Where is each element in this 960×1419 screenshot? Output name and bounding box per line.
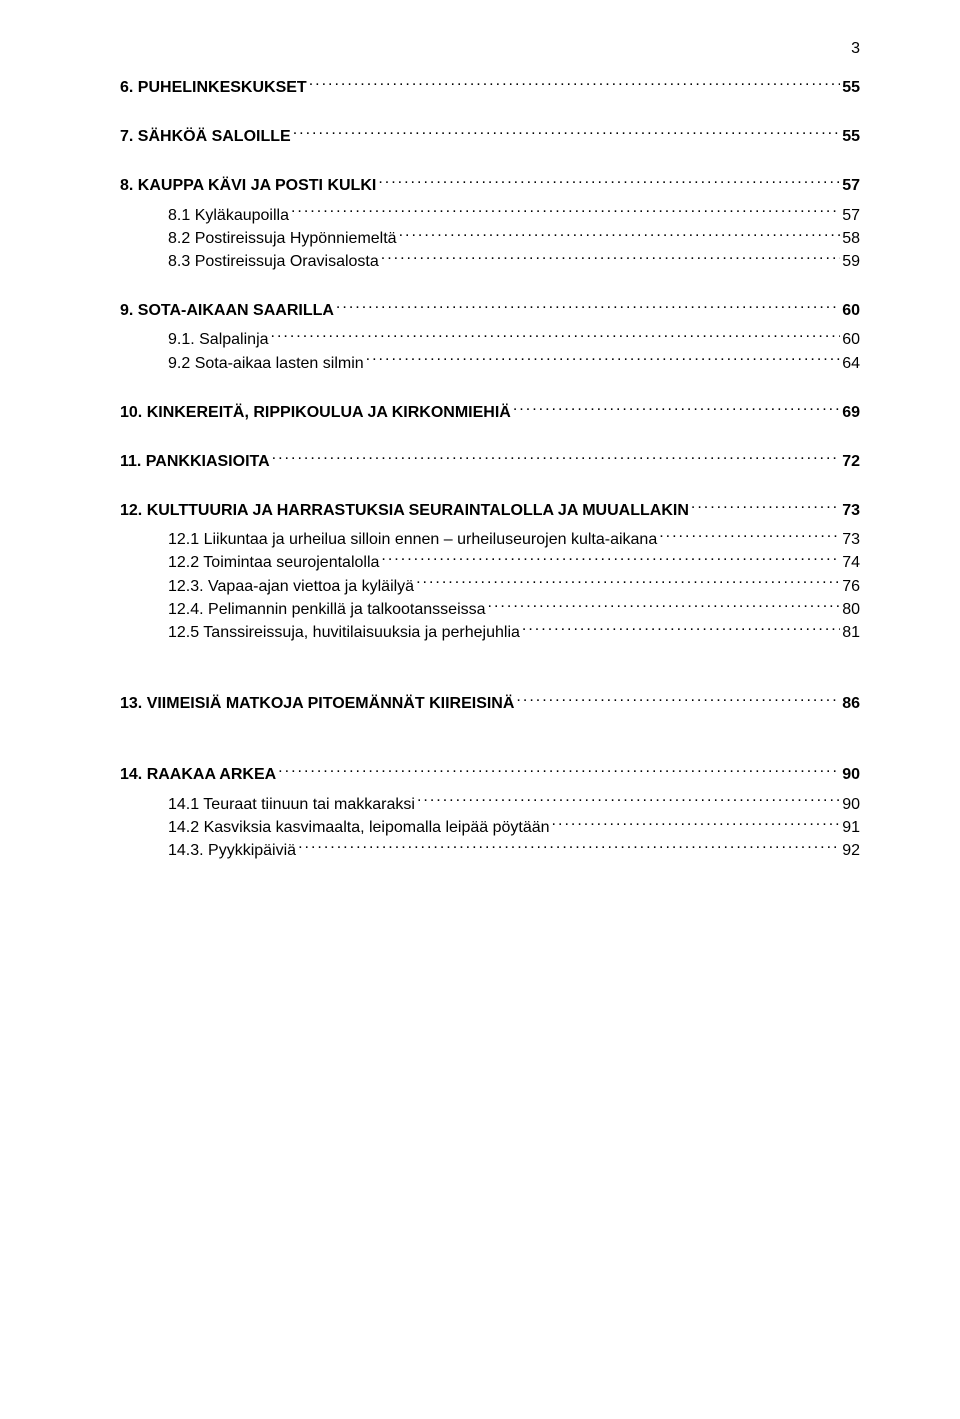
toc-label: 14.1 Teuraat tiinuun tai makkaraksi [168,793,415,816]
toc-leader [272,450,841,466]
toc-leader [516,692,840,708]
toc-label: 7. SÄHKÖÄ SALOILLE [120,125,291,148]
toc-label: 8. KAUPPA KÄVI JA POSTI KULKI [120,174,376,197]
toc-leader [298,839,840,855]
toc-leader [522,621,840,637]
toc-page: 59 [842,250,860,273]
toc-leader [271,328,841,344]
toc-page: 73 [842,499,860,522]
toc-row: 12.2 Toimintaa seurojentalolla 74 [120,551,860,574]
toc-leader [417,793,840,809]
toc-leader [488,598,841,614]
toc-label: 8.1 Kyläkaupoilla [168,204,289,227]
toc-label: 9.2 Sota-aikaa lasten silmin [168,352,364,375]
toc-page: 86 [842,692,860,715]
toc-label: 12.5 Tanssireissuja, huvitilaisuuksia ja… [168,621,520,644]
toc-row: 9. SOTA-AIKAAN SAARILLA 60 [120,299,860,322]
toc-label: 13. VIIMEISIÄ MATKOJA PITOEMÄNNÄT KIIREI… [120,692,514,715]
toc-page: 60 [842,328,860,351]
toc-gap [120,473,860,499]
toc-row: 13. VIIMEISIÄ MATKOJA PITOEMÄNNÄT KIIREI… [120,692,860,715]
toc-page: 57 [842,174,860,197]
toc-label: 9. SOTA-AIKAAN SAARILLA [120,299,334,322]
toc-page: 69 [842,401,860,424]
toc-label: 10. KINKEREITÄ, RIPPIKOULUA JA KIRKONMIE… [120,401,511,424]
toc-leader [309,76,841,92]
toc-label: 9.1. Salpalinja [168,328,269,351]
toc-label: 12. KULTTUURIA JA HARRASTUKSIA SEURAINTA… [120,499,689,522]
toc-label: 12.4. Pelimannin penkillä ja talkootanss… [168,598,486,621]
toc-leader [399,227,841,243]
toc-row: 14.1 Teuraat tiinuun tai makkaraksi 90 [120,793,860,816]
page-number: 3 [851,40,860,58]
toc-label: 8.3 Postireissuja Oravisalosta [168,250,379,273]
toc-gap [120,99,860,125]
toc-leader [381,250,840,266]
toc-row: 8. KAUPPA KÄVI JA POSTI KULKI 57 [120,174,860,197]
toc-row: 12.3. Vapaa-ajan viettoa ja kyläilyä 76 [120,575,860,598]
toc-row: 9.2 Sota-aikaa lasten silmin 64 [120,352,860,375]
toc-row: 12.1 Liikuntaa ja urheilua silloin ennen… [120,528,860,551]
toc-leader [336,299,840,315]
toc-label: 14. RAAKAA ARKEA [120,763,276,786]
toc-row: 14.3. Pyykkipäiviä 92 [120,839,860,862]
toc-page: 91 [842,816,860,839]
toc-leader [513,401,840,417]
toc-leader [291,204,840,220]
toc-leader [366,352,841,368]
toc-page: 58 [842,227,860,250]
toc-gap [120,148,860,174]
toc-row: 14.2 Kasviksia kasvimaalta, leipomalla l… [120,816,860,839]
table-of-contents: 6. PUHELINKESKUKSET 55 7. SÄHKÖÄ SALOILLE 5… [120,76,860,862]
toc-row: 7. SÄHKÖÄ SALOILLE 55 [120,125,860,148]
toc-page: 90 [842,793,860,816]
toc-label: 14.3. Pyykkipäiviä [168,839,296,862]
toc-page: 92 [842,839,860,862]
toc-page: 55 [842,76,860,99]
toc-row: 12.4. Pelimannin penkillä ja talkootanss… [120,598,860,621]
toc-gap [120,644,860,692]
toc-row: 11. PANKKIASIOITA 72 [120,450,860,473]
toc-leader [378,174,840,190]
toc-leader [552,816,841,832]
toc-gap [120,715,860,763]
toc-label: 12.1 Liikuntaa ja urheilua silloin ennen… [168,528,657,551]
toc-page: 57 [842,204,860,227]
toc-page: 64 [842,352,860,375]
toc-label: 14.2 Kasviksia kasvimaalta, leipomalla l… [168,816,550,839]
toc-page: 76 [842,575,860,598]
toc-page: 73 [842,528,860,551]
toc-page: 55 [842,125,860,148]
toc-gap [120,273,860,299]
toc-label: 6. PUHELINKESKUKSET [120,76,307,99]
toc-gap [120,375,860,401]
toc-page: 72 [842,450,860,473]
toc-label: 11. PANKKIASIOITA [120,450,270,473]
toc-row: 12.5 Tanssireissuja, huvitilaisuuksia ja… [120,621,860,644]
toc-row: 12. KULTTUURIA JA HARRASTUKSIA SEURAINTA… [120,499,860,522]
toc-page: 81 [842,621,860,644]
toc-page: 74 [842,551,860,574]
toc-label: 8.2 Postireissuja Hypönniemeltä [168,227,397,250]
toc-leader [659,528,840,544]
toc-row: 8.2 Postireissuja Hypönniemeltä 58 [120,227,860,250]
toc-page: 80 [842,598,860,621]
toc-page: 60 [842,299,860,322]
toc-row: 9.1. Salpalinja 60 [120,328,860,351]
toc-row: 8.3 Postireissuja Oravisalosta 59 [120,250,860,273]
toc-leader [293,125,841,141]
toc-label: 12.3. Vapaa-ajan viettoa ja kyläilyä [168,575,414,598]
toc-leader [416,575,840,591]
toc-row: 6. PUHELINKESKUKSET 55 [120,76,860,99]
toc-gap [120,424,860,450]
toc-page: 90 [842,763,860,786]
toc-label: 12.2 Toimintaa seurojentalolla [168,551,379,574]
toc-row: 8.1 Kyläkaupoilla 57 [120,204,860,227]
toc-leader [691,499,840,515]
toc-row: 14. RAAKAA ARKEA 90 [120,763,860,786]
toc-row: 10. KINKEREITÄ, RIPPIKOULUA JA KIRKONMIE… [120,401,860,424]
toc-leader [381,551,840,567]
toc-leader [278,763,840,779]
document-page: 3 6. PUHELINKESKUKSET557. SÄHKÖÄ SALOILL… [0,0,960,1419]
